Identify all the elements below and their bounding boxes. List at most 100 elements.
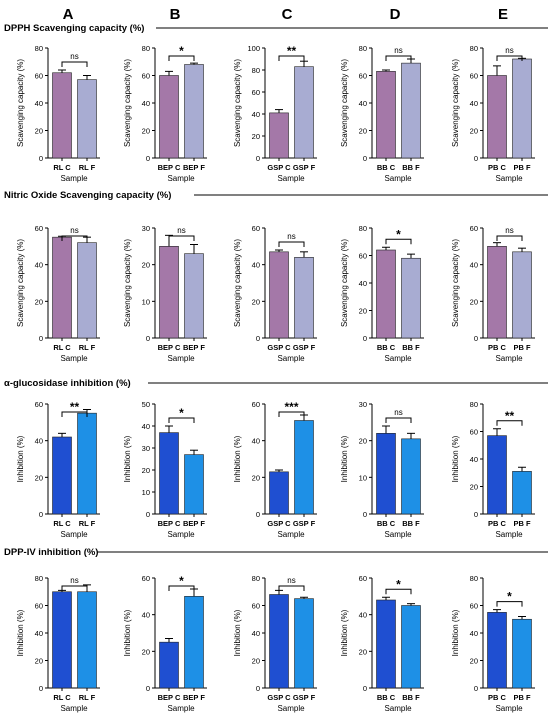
x-tick-label: BB C (377, 163, 396, 172)
bar-control (52, 236, 72, 339)
x-tick-label: BB F (402, 343, 420, 352)
x-tick-label: GSP C (267, 163, 291, 172)
x-axis-label: Sample (167, 354, 195, 363)
panels: 0 20 40 60 80 Scavenging capacity (%) RL C RL F… (16, 44, 535, 713)
bar-fermented (401, 438, 421, 515)
x-tick-label: GSP F (293, 163, 316, 172)
y-tick-label: 10 (142, 488, 150, 497)
significance-bracket (278, 585, 305, 591)
y-tick-label: 40 (35, 437, 43, 446)
y-axis-label: Scavenging capacity (%) (16, 59, 25, 147)
y-tick-label: 0 (363, 334, 367, 343)
x-tick-label: GSP F (293, 519, 316, 528)
x-tick-label: PB F (513, 693, 531, 702)
y-tick-label: 60 (470, 224, 478, 233)
y-tick-label: 0 (39, 684, 43, 693)
y-tick-label: 40 (142, 611, 150, 620)
x-axis-label: Sample (384, 530, 412, 539)
panel-1-2: 0 20 40 60 Scavenging capacity (%) GSP C GSP F… (233, 224, 317, 363)
panel-3-3: 0 20 40 60 Inhibition (%) BB C BB F Sample * (340, 574, 424, 713)
section-title-dpp-iv: DPP-IV inhibition (%) (4, 547, 98, 558)
significance-label: * (396, 577, 401, 591)
column-label-a: A (63, 6, 74, 23)
y-tick-label: 10 (142, 297, 150, 306)
bar-fermented (294, 598, 314, 689)
y-tick-label: 20 (359, 647, 367, 656)
y-tick-label: 0 (146, 510, 150, 519)
section-nitric-oxide-header: Nitric Oxide Scavenging capacity (%) (4, 190, 548, 201)
x-tick-label: RL F (79, 163, 96, 172)
y-axis-label: Inhibition (%) (16, 609, 25, 656)
y-tick-label: 40 (142, 99, 150, 108)
y-tick-label: 80 (470, 44, 478, 53)
y-axis-label: Inhibition (%) (233, 609, 242, 656)
x-tick-label: RL C (53, 519, 71, 528)
y-tick-label: 60 (252, 602, 260, 611)
x-tick-label: BB C (377, 693, 396, 702)
y-tick-label: 20 (359, 307, 367, 316)
y-tick-label: 0 (363, 154, 367, 163)
column-label-c: C (282, 6, 293, 23)
panel-2-2: 0 20 40 60 Inhibition (%) GSP C GSP F Sample *** (233, 400, 317, 539)
x-axis-label: Sample (495, 174, 523, 183)
significance-label: ns (505, 226, 513, 235)
significance-bracket (61, 235, 88, 241)
y-tick-label: 40 (252, 110, 260, 119)
y-axis-label: Scavenging capacity (%) (233, 239, 242, 327)
significance-label: ** (505, 409, 515, 423)
panel-0-3: 0 20 40 60 80 Scavenging capacity (%) BB C BB F… (340, 44, 424, 183)
bar-control (376, 599, 396, 689)
y-tick-label: 20 (470, 657, 478, 666)
x-tick-label: BEP F (183, 343, 205, 352)
y-tick-label: 40 (359, 99, 367, 108)
x-tick-label: BB F (402, 693, 420, 702)
bar-control (269, 471, 289, 515)
x-axis-label: Sample (167, 530, 195, 539)
x-tick-label: GSP C (267, 343, 291, 352)
significance-label: * (179, 44, 184, 58)
y-tick-label: 0 (363, 684, 367, 693)
bar-control (487, 435, 507, 515)
bar-control (487, 612, 507, 689)
significance-label: ns (177, 226, 185, 235)
y-tick-label: 40 (470, 629, 478, 638)
x-tick-label: BEP C (158, 163, 181, 172)
bar-fermented (294, 66, 314, 159)
x-tick-label: GSP F (293, 693, 316, 702)
section-title-dpph: DPPH Scavenging capacity (%) (4, 23, 144, 34)
bar-control (52, 72, 72, 159)
x-axis-label: Sample (495, 530, 523, 539)
significance-label: * (507, 590, 512, 604)
bar-control (159, 246, 179, 339)
bar-control (159, 432, 179, 515)
y-axis-label: Inhibition (%) (340, 435, 349, 482)
bar-control (52, 436, 72, 515)
y-tick-label: 60 (359, 72, 367, 81)
significance-label: ** (287, 44, 297, 58)
bar-control (269, 112, 289, 159)
bar-fermented (77, 242, 97, 339)
significance-bracket (496, 55, 523, 61)
x-tick-label: PB C (488, 519, 507, 528)
significance-label: ns (70, 226, 78, 235)
x-tick-label: GSP F (293, 343, 316, 352)
significance-label: ns (70, 576, 78, 585)
y-tick-label: 20 (35, 657, 43, 666)
bar-fermented (512, 251, 532, 339)
significance-bracket (385, 588, 412, 595)
bar-control (487, 246, 507, 339)
x-axis-label: Sample (277, 704, 305, 713)
y-tick-label: 20 (252, 132, 260, 141)
x-tick-label: BB C (377, 519, 396, 528)
y-axis-label: Inhibition (%) (123, 609, 132, 656)
y-tick-label: 0 (474, 510, 478, 519)
section-title-alpha-glucosidase: α-glucosidase inhibition (%) (4, 378, 131, 389)
x-tick-label: PB C (488, 163, 507, 172)
y-tick-label: 40 (252, 261, 260, 270)
column-label-b: B (170, 6, 181, 23)
y-tick-label: 60 (359, 252, 367, 261)
x-tick-label: RL C (53, 343, 71, 352)
y-tick-label: 40 (359, 611, 367, 620)
y-axis-label: Inhibition (%) (340, 609, 349, 656)
